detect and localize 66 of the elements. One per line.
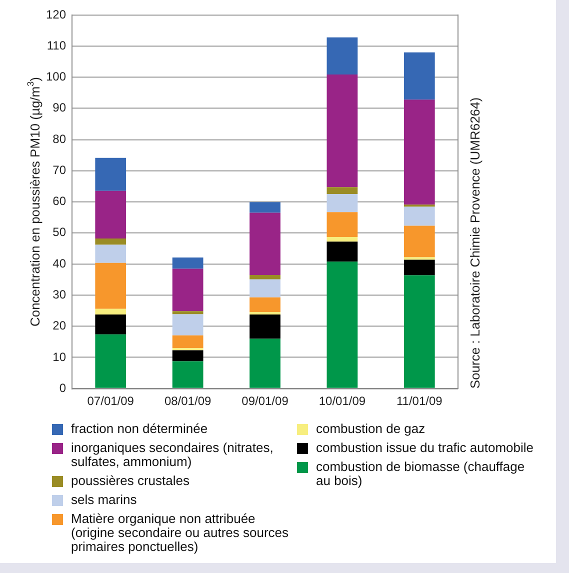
bar [404,257,435,260]
bar [326,74,358,188]
y-tick-label: 30 [52,288,66,302]
y-tick-label: 100 [46,70,66,84]
bar [250,279,280,298]
bar [250,314,280,339]
x-tick-label: 07/01/09 [87,394,134,408]
bar [95,334,126,388]
source-note: Source : Laboratoire Chimie Provence (UMR6264) [468,97,483,389]
bar [250,202,280,213]
bar [404,260,435,276]
legend-label: inorganiques secondaires (nitrates, sulfates, ammonium) [71,440,274,469]
y-tick-label: 70 [52,162,66,177]
bar [250,212,280,275]
bar [172,361,204,388]
legend-label: combustion issue du trafic automobile [316,440,534,455]
y-tick-label: 110 [46,38,66,52]
legend-label: combustion de gaz [316,421,426,436]
bar [95,238,126,245]
bar [172,314,204,336]
y-tick-label: 20 [52,318,66,333]
legend-label: sels marins [71,492,137,507]
y-tick-label: 80 [52,132,66,146]
bar [95,244,126,263]
bar [250,297,280,312]
legend-label: combustion de biomasse (chauffage au bois) [316,459,526,488]
bar [326,187,358,194]
bar [326,212,358,237]
bar [95,262,126,309]
y-tick-label: 60 [52,194,66,208]
bar [172,335,204,348]
bar [172,258,204,269]
bar [95,158,126,191]
legend-label: Matière organique non attribuée (origine secondaire ou autres sources primaires ponctuelles) [71,511,290,554]
bar [95,314,126,334]
bar [326,194,358,212]
x-tick-label: 11/01/09 [396,394,443,408]
legend-label: fraction non déterminée [71,421,208,436]
bar [95,308,126,315]
bar [172,311,204,314]
bar [404,226,435,258]
y-tick-label: 90 [52,100,66,115]
bar [326,236,358,242]
y-tick-label: 0 [59,380,66,395]
bar [95,190,126,239]
bar [326,37,358,74]
legend-label: poussières crustales [71,473,190,488]
bar [250,338,280,388]
bar [172,350,204,362]
y-tick-label: 10 [52,350,66,364]
bar [404,100,435,205]
y-tick-label: 50 [52,225,66,240]
y-tick-label: 120 [46,7,66,22]
y-axis-title: Concentration en poussières PM10 (µg/m3) [26,77,43,327]
bar [250,274,280,280]
bar [404,206,435,226]
bar [326,262,358,388]
bar [404,52,435,100]
y-tick-label: 40 [52,256,66,270]
bar [172,268,204,312]
bar [250,312,280,315]
bar [326,242,358,262]
bar [404,275,435,388]
x-tick-label: 08/01/09 [164,394,212,408]
x-tick-label: 09/01/09 [242,394,289,408]
x-tick-label: 10/01/09 [318,394,366,408]
